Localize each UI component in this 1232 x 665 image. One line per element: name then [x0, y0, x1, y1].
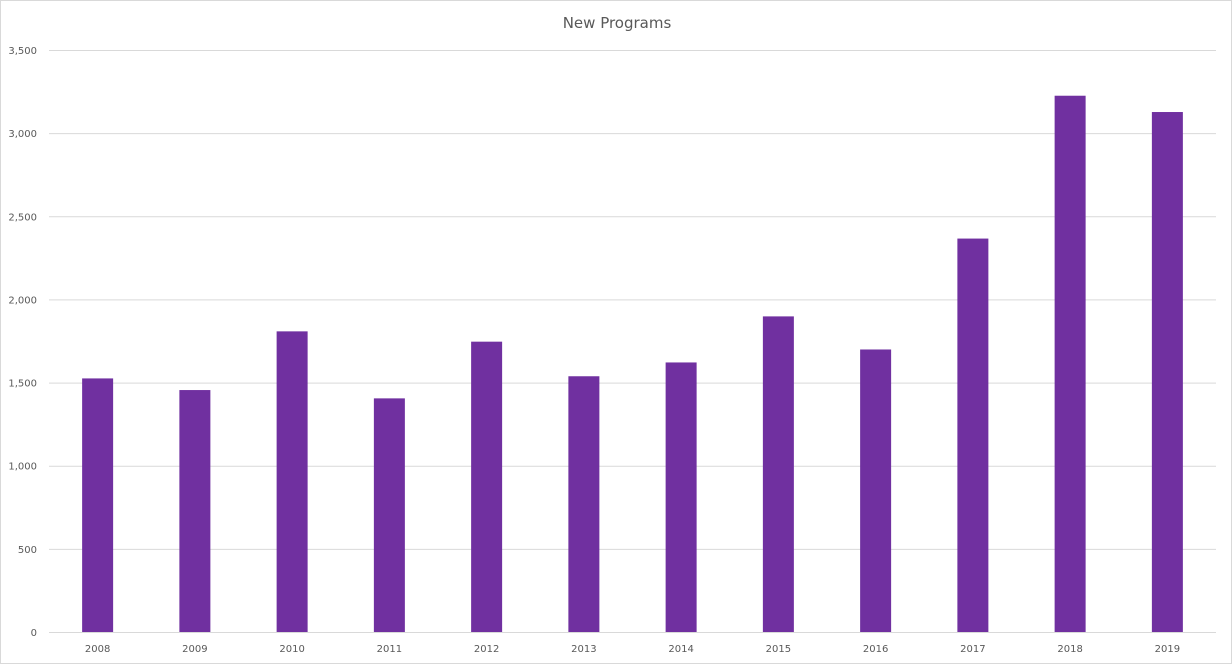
bar-2009 [179, 390, 211, 632]
y-tick-label: 2,500 [8, 212, 37, 223]
x-tick-label: 2019 [1155, 644, 1180, 655]
x-tick-label: 2014 [668, 644, 693, 655]
x-tick-label: 2009 [182, 644, 207, 655]
bar-2018 [1054, 95, 1086, 632]
x-tick-label: 2013 [571, 644, 596, 655]
x-tick-label: 2012 [474, 644, 499, 655]
bar-2015 [762, 316, 794, 632]
x-tick-label: 2016 [863, 644, 888, 655]
y-tick-label: 3,000 [8, 129, 37, 140]
y-tick-label: 0 [31, 628, 37, 639]
bar-2008 [82, 378, 114, 632]
y-tick-label: 3,500 [8, 46, 37, 57]
x-tick-label: 2017 [960, 644, 985, 655]
chart-title: New Programs [563, 14, 672, 32]
bar-2014 [665, 362, 697, 632]
bar-2010 [276, 331, 308, 632]
x-tick-label: 2008 [85, 644, 110, 655]
bar-2016 [860, 349, 892, 632]
x-tick-label: 2015 [766, 644, 791, 655]
y-tick-label: 2,000 [8, 295, 37, 306]
x-tick-label: 2018 [1057, 644, 1082, 655]
y-tick-label: 1,500 [8, 379, 37, 390]
bar-2017 [957, 238, 989, 632]
y-tick-label: 1,000 [8, 462, 37, 473]
y-tick-label: 500 [18, 545, 37, 556]
bar-2019 [1151, 112, 1183, 632]
x-tick-label: 2010 [279, 644, 304, 655]
bar-2011 [373, 398, 405, 632]
x-tick-label: 2011 [377, 644, 402, 655]
bar-2013 [568, 376, 600, 632]
bar-2012 [471, 341, 503, 632]
